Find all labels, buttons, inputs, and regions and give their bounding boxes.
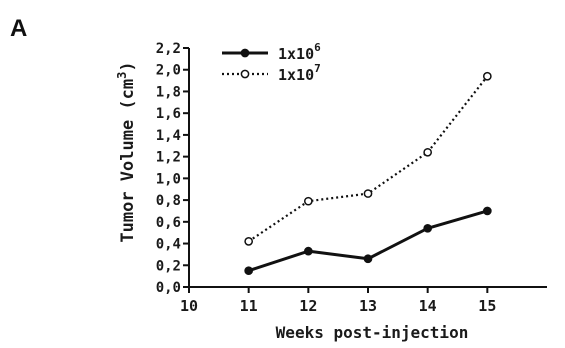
y-tick-label-10: 2,0 [156,63,181,79]
legend-marker-series-2 [240,69,250,79]
y-axis-label: Tumor Volume (cm3) [115,61,138,242]
y-tick-label-9: 1,8 [156,84,181,100]
legend: 1x106 1x107 [222,41,321,84]
y-tick-label-2: 0,4 [156,237,181,253]
legend-label-series-2-sup: 7 [314,62,321,75]
x-tick-label-5: 15 [478,297,496,315]
y-axis-label-sup: 3 [115,72,129,79]
x-tick-label-1: 11 [240,297,258,315]
legend-label-series-1-base: 1x10 [278,45,314,63]
series-1-point-4 [423,223,433,233]
y-tick-label-11: 2,2 [156,41,181,57]
series-2-point-3 [363,189,373,198]
y-tick-label-6: 1,2 [156,150,181,166]
y-tick-label-7: 1,4 [156,128,181,144]
legend-marker-series-1 [240,48,250,58]
y-axis-title: Tumor Volume (cm3) [115,61,138,242]
x-tick-label-0: 10 [180,297,198,315]
legend-label-series-2: 1x107 [278,62,321,84]
series-layer [244,71,492,276]
series-2-point-4 [423,147,433,157]
y-axis-label-main: Tumor Volume (cm [118,79,138,243]
y-tick-label-0: 0,0 [156,280,181,296]
series-1-point-3 [363,254,373,264]
x-tick-label-3: 13 [359,297,377,315]
legend-label-series-1: 1x106 [278,41,321,63]
series-1-point-1 [244,266,254,276]
legend-label-series-2-base: 1x10 [278,66,314,84]
series-line-2 [248,75,489,243]
series-1-point-5 [482,206,492,216]
y-tick-label-1: 0,2 [156,258,181,274]
legend-label-series-1-sup: 6 [314,41,321,54]
y-tick-label-3: 0,6 [156,215,181,231]
series-2-point-1 [244,237,254,246]
series-2-point-2 [303,196,313,206]
panel-label: A [10,15,27,42]
series-2-point-5 [482,71,492,81]
y-tick-label-4: 0,8 [156,193,181,209]
x-axis-label: Weeks post-injection [276,323,469,342]
x-tick-label-2: 12 [299,297,317,315]
y-tick-label-5: 1,0 [156,171,181,187]
x-ticks: 10 11 12 13 14 15 [180,287,496,315]
x-tick-label-4: 14 [419,297,437,315]
y-ticks: 0,0 0,2 0,4 0,6 0,8 1,0 1,2 1,4 1,6 1,8 2,0 2,2 [156,41,189,296]
series-1-point-2 [303,246,313,256]
y-tick-label-8: 1,6 [156,106,181,122]
y-axis-label-close: ) [118,61,138,71]
